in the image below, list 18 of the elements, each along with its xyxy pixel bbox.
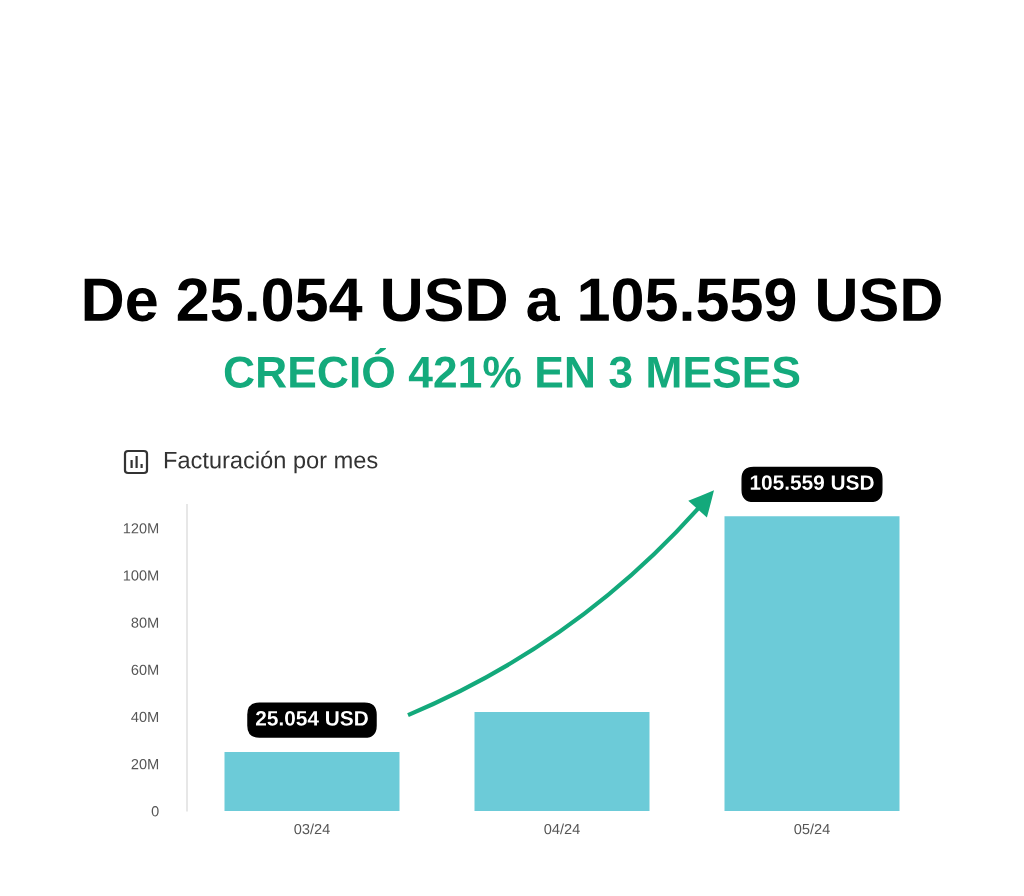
x-tick-label: 05/24 [794,823,830,835]
text: Facturación por mes [164,450,378,474]
y-tick-label: 120M [123,523,159,534]
bar [224,752,400,811]
y-tick-label: 80M [131,617,159,628]
chart-subtitle: CRECIÓ 421% EN 3 MESES [224,348,800,388]
y-tick-label: 100M [123,570,159,581]
x-tick-label: 04/24 [544,823,580,835]
y-tick-label: 0 [151,806,159,817]
x-tick-label: 03/24 [294,823,330,835]
chart-title: De 25.054 USD a 105.559 USD [84,278,941,322]
annotation: 105.559 USD [750,475,874,490]
annotation: 25.054 USD [255,710,368,726]
bar [474,711,650,811]
y-tick-label: 60M [131,664,159,675]
bar [724,516,900,811]
y-tick-label: 20M [131,758,159,770]
y-tick-label: 40M [131,711,159,723]
